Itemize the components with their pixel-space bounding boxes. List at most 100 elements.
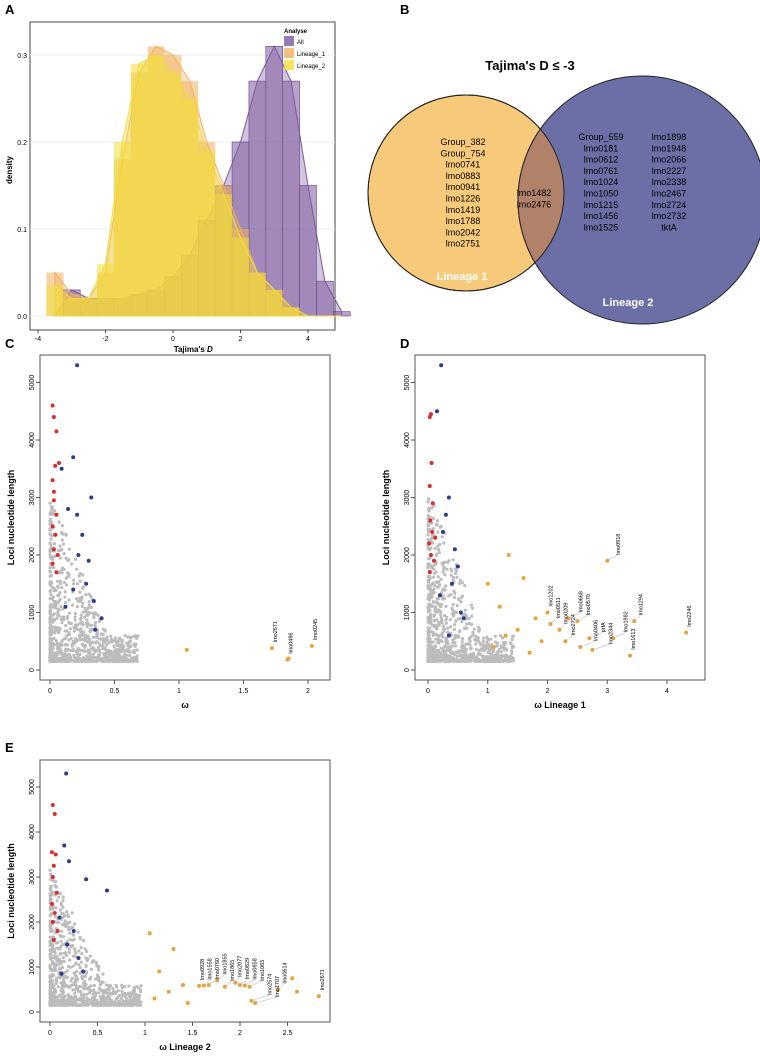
data-point-gray: [49, 537, 53, 541]
data-point-red: [55, 553, 60, 557]
data-point-gray: [426, 524, 430, 528]
data-point-gray: [91, 635, 95, 639]
label-leader-line: [251, 994, 270, 1001]
data-point-gray: [48, 532, 52, 536]
data-point-gray: [70, 562, 74, 566]
data-point-gray: [87, 655, 91, 659]
data-point-gray: [106, 651, 110, 655]
data-point-gray: [65, 969, 70, 973]
data-point-gray: [465, 617, 469, 621]
gene-label: lmo2724: [652, 200, 687, 210]
gene-label: lmo2042: [446, 227, 481, 237]
data-point-gray: [81, 998, 86, 1003]
data-point-gray: [511, 659, 515, 663]
data-point-gray: [58, 933, 62, 938]
data-point-blue: [81, 969, 86, 974]
data-point-gray: [435, 633, 439, 637]
data-point-gray: [92, 1002, 96, 1006]
data-point-gray: [481, 643, 485, 647]
data-point-gray: [504, 641, 508, 645]
data-point-gray: [453, 633, 457, 638]
data-point-gray: [83, 615, 87, 619]
data-point-gray: [72, 659, 76, 663]
data-point-gray: [55, 958, 59, 962]
data-point-gray: [447, 659, 451, 663]
data-point-gray: [68, 937, 72, 942]
data-point-gray: [430, 521, 434, 525]
data-point-gray: [105, 649, 109, 653]
data-point-gray: [106, 1001, 110, 1005]
point-label: lmo2671: [320, 969, 326, 990]
data-point-orange: [485, 581, 490, 586]
data-point-gray: [79, 627, 83, 631]
data-point-gray: [53, 884, 57, 888]
data-point-gray: [81, 610, 85, 614]
data-point-orange: [269, 646, 274, 651]
data-point-gray: [426, 500, 430, 504]
data-point-gray: [53, 997, 58, 1001]
data-point-gray: [451, 579, 455, 583]
data-point-orange: [539, 639, 544, 644]
data-point-gray: [86, 1003, 90, 1007]
data-point-gray: [68, 627, 72, 631]
data-point-gray: [64, 642, 69, 646]
data-point-gray: [123, 654, 127, 659]
data-point-gray: [74, 977, 78, 981]
x-tick-label: 0.5: [110, 688, 120, 695]
data-point-gray: [432, 652, 436, 656]
data-point-gray: [89, 623, 94, 627]
data-point-gray: [84, 971, 89, 975]
data-point-red: [51, 415, 56, 419]
data-point-gray: [446, 630, 450, 634]
data-point-orange: [491, 645, 496, 649]
data-point-gray: [89, 967, 93, 971]
data-point-gray: [486, 638, 490, 642]
data-point-gray: [50, 946, 54, 950]
data-point-gray: [63, 919, 67, 923]
data-point-blue: [446, 495, 451, 500]
data-point-gray: [139, 988, 143, 992]
data-point-gray: [49, 593, 53, 597]
y-tick-label: 1000: [29, 605, 36, 621]
data-point-red: [55, 929, 60, 933]
gene-label: lmo2732: [652, 211, 687, 221]
data-point-gray: [95, 973, 99, 977]
data-point-gray: [445, 615, 449, 619]
y-tick-label: 5000: [404, 375, 411, 391]
y-axis-label: density: [5, 155, 14, 184]
data-point-gray: [138, 1003, 143, 1007]
data-point-blue: [76, 956, 81, 960]
data-point-gray: [90, 628, 94, 632]
data-point-gray: [78, 617, 83, 622]
data-point-gray: [499, 654, 503, 658]
data-point-orange: [309, 643, 314, 648]
data-point-gray: [125, 635, 130, 639]
data-point-gray: [440, 639, 444, 644]
data-point-gray: [108, 992, 112, 996]
data-point-gray: [493, 634, 497, 638]
data-point-orange: [152, 996, 157, 1001]
data-point-gray: [104, 654, 108, 658]
data-point-gray: [64, 532, 68, 536]
label-leader-line: [208, 978, 218, 986]
label-leader-line: [568, 612, 581, 619]
data-point-orange: [515, 627, 520, 632]
data-point-gray: [81, 573, 85, 577]
point-label: lmo0511: [556, 597, 562, 618]
data-point-gray: [83, 606, 87, 611]
data-point-gray: [454, 619, 458, 623]
point-label: prfA: [601, 622, 607, 632]
data-point-gray: [437, 639, 442, 643]
data-point-gray: [64, 623, 68, 628]
data-point-gray: [69, 637, 73, 641]
data-point-gray: [506, 659, 510, 663]
data-point-gray: [58, 591, 62, 595]
data-point-gray: [64, 556, 68, 560]
legend-title: Analyse: [284, 29, 308, 35]
data-point-gray: [58, 556, 62, 560]
data-point-gray: [62, 617, 66, 621]
data-point-gray: [485, 635, 489, 639]
data-point-red: [50, 803, 55, 807]
data-point-gray: [121, 993, 125, 998]
data-point-gray: [85, 958, 89, 963]
